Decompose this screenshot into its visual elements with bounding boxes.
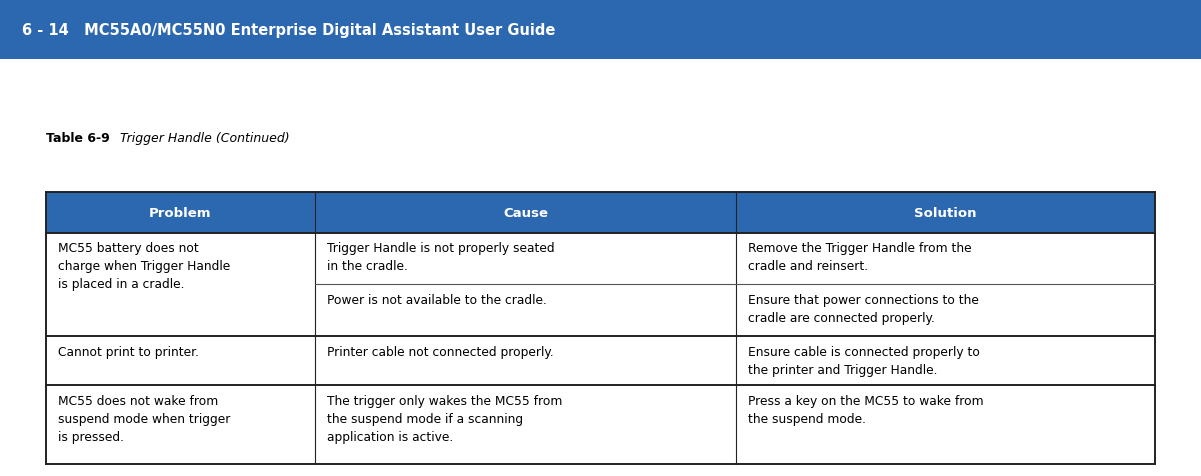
Text: Remove the Trigger Handle from the
cradle and reinsert.: Remove the Trigger Handle from the cradl…: [748, 242, 972, 273]
Bar: [736, 193, 1155, 233]
Text: Printer cable not connected properly.: Printer cable not connected properly.: [328, 345, 554, 358]
Text: Ensure that power connections to the
cradle are connected properly.: Ensure that power connections to the cra…: [748, 293, 979, 324]
Text: The trigger only wakes the MC55 from
the suspend mode if a scanning
application : The trigger only wakes the MC55 from the…: [328, 394, 563, 443]
Text: 6 - 14   MC55A0/MC55N0 Enterprise Digital Assistant User Guide: 6 - 14 MC55A0/MC55N0 Enterprise Digital …: [22, 22, 555, 38]
Text: Ensure cable is connected properly to
the printer and Trigger Handle.: Ensure cable is connected properly to th…: [748, 345, 980, 376]
Text: Cannot print to printer.: Cannot print to printer.: [58, 345, 198, 358]
Bar: [316, 193, 736, 233]
Text: Solution: Solution: [914, 207, 976, 219]
Text: Trigger Handle is not properly seated
in the cradle.: Trigger Handle is not properly seated in…: [328, 242, 555, 273]
Bar: [46, 193, 316, 233]
Text: Press a key on the MC55 to wake from
the suspend mode.: Press a key on the MC55 to wake from the…: [748, 394, 984, 425]
Text: Problem: Problem: [149, 207, 211, 219]
Text: Power is not available to the cradle.: Power is not available to the cradle.: [328, 293, 548, 307]
Text: Table 6-9: Table 6-9: [46, 132, 109, 145]
Text: MC55 battery does not
charge when Trigger Handle
is placed in a cradle.: MC55 battery does not charge when Trigge…: [58, 242, 229, 291]
Text: Trigger Handle (Continued): Trigger Handle (Continued): [108, 132, 289, 145]
Bar: [0, 0, 1201, 60]
Text: Cause: Cause: [503, 207, 548, 219]
Text: MC55 does not wake from
suspend mode when trigger
is pressed.: MC55 does not wake from suspend mode whe…: [58, 394, 231, 443]
